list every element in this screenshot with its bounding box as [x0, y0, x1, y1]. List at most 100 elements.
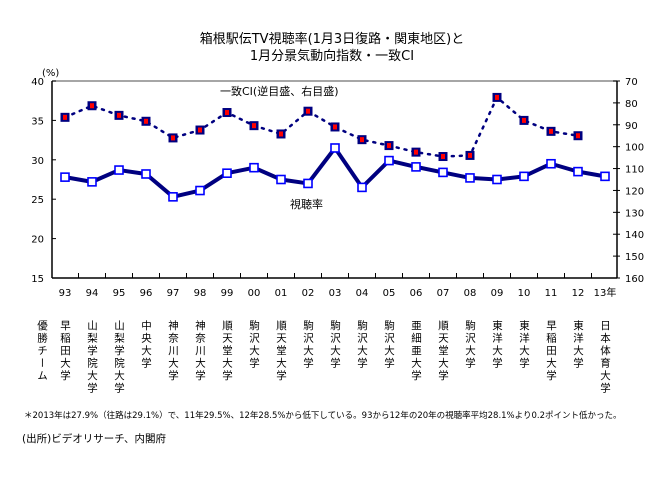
ci-point-center [252, 123, 256, 129]
winner-team: 東洋大学 [491, 320, 503, 370]
ci-point-center [90, 103, 94, 109]
ci-point-center [522, 117, 526, 123]
winner-team: 駒沢大学 [383, 320, 395, 370]
x-tick-label: 13年 [594, 286, 617, 299]
rating-point [519, 171, 529, 182]
winner-team: 順天堂大学 [275, 320, 287, 383]
x-tick-label: 07 [437, 288, 450, 299]
chart-title-line2: 1月分景気動向指数・一致CI [249, 49, 415, 64]
right-tick-label: 140 [625, 230, 644, 241]
right-tick-label: 160 [625, 274, 644, 285]
winner-team: 駒沢大学 [302, 320, 314, 370]
x-tick-label: 02 [302, 288, 315, 299]
rating-point [249, 162, 259, 173]
winner-team: 駒沢大学 [464, 320, 476, 370]
left-tick-label: 25 [31, 195, 44, 206]
winner-team: 日本体育大学 [599, 320, 611, 395]
rating-series-label: 視聴率 [290, 197, 323, 211]
ci-point-center [387, 143, 391, 149]
winner-team: 順天堂大学 [437, 320, 449, 383]
right-tick-label: 150 [625, 252, 644, 263]
ci-point-center [441, 154, 445, 160]
rating-point [411, 162, 421, 172]
rating-point [168, 192, 178, 202]
right-tick-label: 130 [625, 208, 644, 219]
ci-point-center [495, 94, 499, 100]
rating-point [465, 173, 475, 183]
ci-point-center [306, 108, 310, 114]
right-tick-label: 80 [625, 99, 638, 110]
rating-point [276, 174, 286, 185]
x-tick-label: 10 [518, 288, 531, 299]
rating-point [60, 172, 70, 182]
rating-point [87, 177, 97, 187]
rating-point [600, 171, 610, 182]
ci-point-center [333, 124, 337, 130]
right-tick-label: 100 [625, 143, 644, 154]
rating-point [573, 166, 583, 177]
rating-point [330, 143, 340, 153]
winner-team: 山梨学院大学 [86, 320, 98, 395]
ci-point-center [117, 112, 121, 118]
x-tick-label: 98 [194, 288, 207, 299]
left-tick-label: 15 [31, 274, 44, 285]
ci-point-center [171, 135, 175, 141]
ci-series-label: 一致CI(逆目盛、右目盛) [220, 84, 339, 98]
rating-point [222, 168, 232, 178]
ci-point-center [63, 114, 67, 120]
right-tick-label: 120 [625, 186, 644, 197]
rating-point [114, 165, 124, 175]
ci-point-center [279, 131, 283, 137]
winner-header: 優勝チーム [36, 320, 48, 383]
ci-point-center [198, 127, 202, 133]
rating-point [357, 182, 367, 193]
x-tick-label: 00 [248, 288, 261, 299]
x-tick-label: 11 [545, 288, 558, 299]
ci-point-center [144, 118, 148, 124]
chart-title-line1: 箱根駅伝TV視聴率(1月3日復路・関東地区)と [199, 32, 465, 47]
x-tick-label: 95 [113, 288, 126, 299]
rating-point [546, 158, 556, 169]
ci-point-center [576, 133, 580, 139]
footnote: ＊2013年は27.9%（往路は29.1%）で、11年29.5%、12年28.5… [24, 411, 622, 421]
ci-series-line [63, 95, 580, 158]
rating-point [492, 174, 502, 185]
x-tick-label: 05 [383, 288, 396, 299]
winner-team: 中央大学 [140, 320, 152, 370]
winner-team: 山梨学院大学 [113, 320, 125, 395]
source-note: (出所)ビデオリサーチ、内閣府 [22, 433, 167, 445]
x-tick-label: 01 [275, 288, 288, 299]
x-tick-label: 12 [572, 288, 585, 299]
rating-point [384, 155, 394, 166]
winner-team: 神奈川大学 [194, 320, 206, 383]
x-tick-label: 03 [329, 288, 342, 299]
left-tick-label: 40 [31, 77, 44, 88]
x-tick-label: 99 [221, 288, 234, 299]
winner-team: 東洋大学 [518, 320, 530, 370]
x-tick-label: 06 [410, 288, 423, 299]
x-tick-label: 94 [86, 288, 99, 299]
x-tick-label: 04 [356, 288, 369, 299]
ci-point-center [225, 110, 229, 116]
rating-point [195, 185, 205, 196]
right-tick-label: 90 [625, 121, 638, 132]
winner-team: 早稲田大学 [59, 320, 71, 383]
winner-team: 順天堂大学 [221, 320, 233, 383]
rating-point [141, 169, 151, 179]
rating-point [303, 178, 313, 189]
winner-team: 駒沢大学 [248, 320, 260, 370]
winner-team: 早稲田大学 [545, 320, 557, 383]
x-tick-label: 97 [167, 288, 180, 299]
left-axis-unit: (%) [42, 68, 59, 79]
x-tick-label: 93 [59, 288, 72, 299]
left-tick-label: 30 [31, 156, 44, 167]
rating-point [438, 167, 448, 178]
winner-team: 神奈川大学 [167, 320, 179, 383]
x-tick-label: 96 [140, 288, 153, 299]
winner-team: 亜細亜大学 [410, 320, 422, 383]
winner-team: 駒沢大学 [356, 320, 368, 370]
x-tick-label: 09 [491, 288, 504, 299]
left-tick-label: 20 [31, 235, 44, 246]
